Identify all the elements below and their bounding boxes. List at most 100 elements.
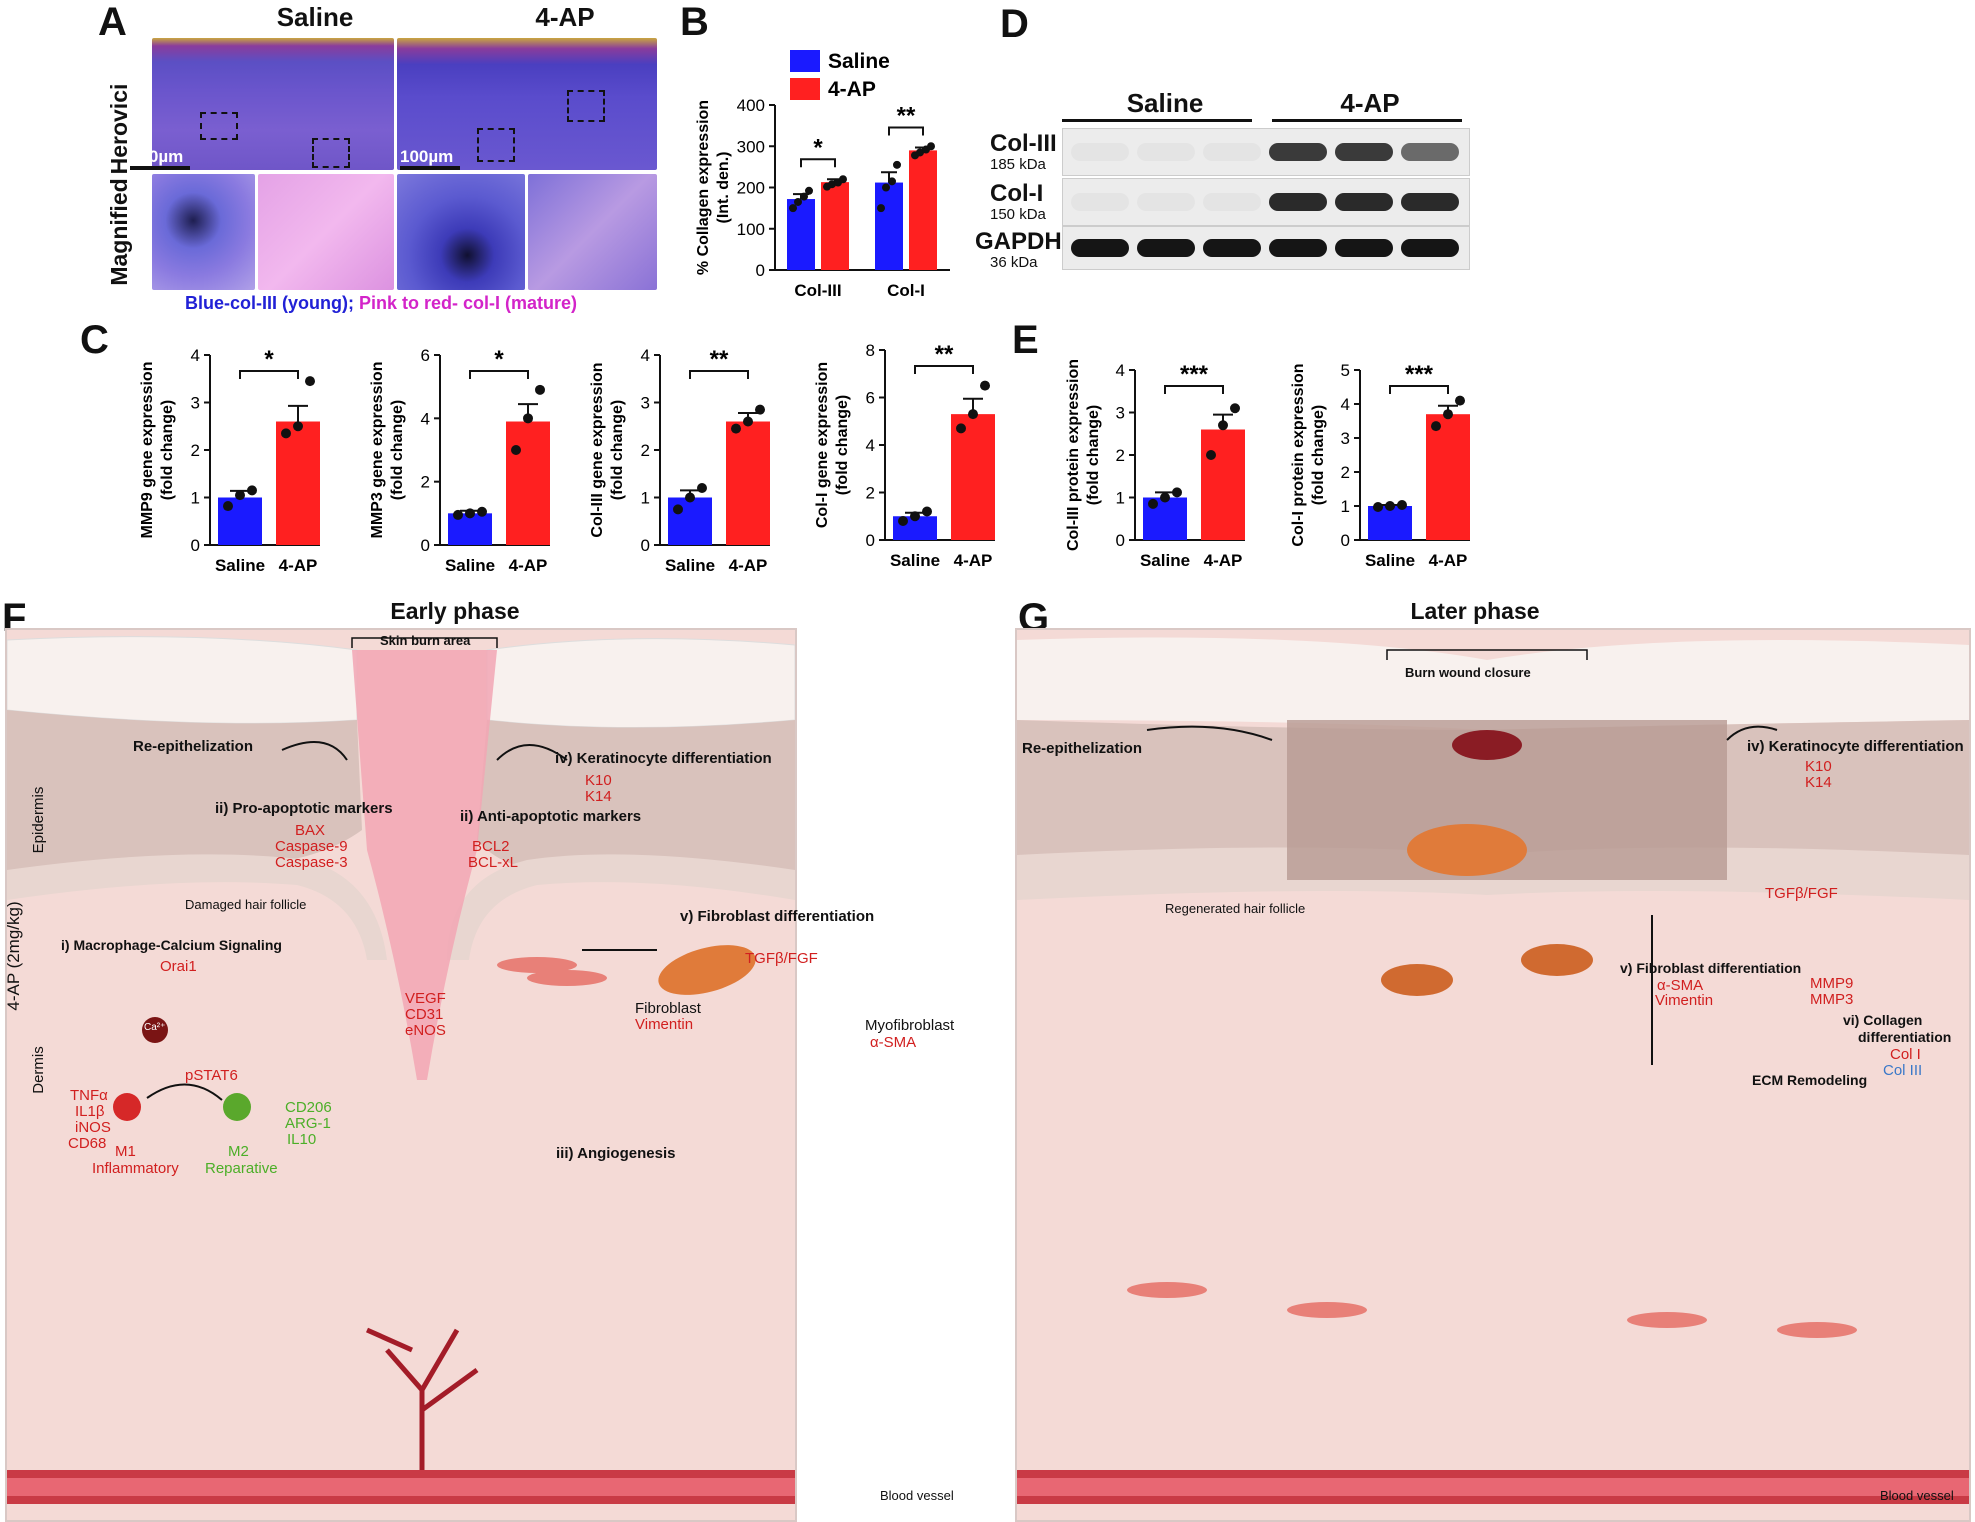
- x-tick-label: 4-AP: [729, 556, 768, 575]
- blot-kda: 150 kDa: [990, 206, 1046, 223]
- f-bax: BAX: [295, 822, 326, 839]
- data-point: [1160, 492, 1170, 503]
- blot-band: [1269, 143, 1327, 161]
- magnified-saline-pink: [258, 174, 394, 290]
- panel-label-e: E: [1012, 318, 1039, 362]
- f-tgf: TGFβ/FGF: [745, 950, 818, 967]
- data-point: [755, 404, 765, 415]
- col1-protein-bar-chart: 0 1 2 3 4 5 Col-I protein expression (fold chan…: [1290, 361, 1470, 570]
- y-tick-label: 8: [866, 341, 875, 360]
- x-tick-label: Saline: [1140, 551, 1190, 570]
- blot-band: [1137, 239, 1195, 257]
- f-enos: eNOS: [405, 1022, 446, 1039]
- blot-strip-col-i: [1062, 178, 1470, 226]
- y-axis-label: (fold change): [609, 400, 626, 500]
- g-col1: Col I: [1890, 1046, 1921, 1063]
- f-casp9: Caspase-9: [275, 838, 348, 855]
- g-vessel: Blood vessel: [1880, 1488, 1954, 1503]
- panel-label-b: B: [680, 0, 709, 44]
- mmp3-bar-chart: 0 2 4 6 MMP3 gene expression (fold change) Sal…: [369, 346, 550, 575]
- data-point: [293, 421, 303, 432]
- y-axis-label: Col-I gene expression: [814, 362, 831, 528]
- x-tick-label: Saline: [665, 556, 715, 575]
- g-asma: α-SMA: [1657, 977, 1704, 994]
- x-tick-label: Saline: [215, 556, 265, 575]
- data-point: [1443, 409, 1453, 420]
- f-asma: α-SMA: [870, 1034, 917, 1051]
- data-point: [916, 148, 924, 157]
- data-point: [465, 508, 475, 519]
- data-point: [794, 197, 802, 206]
- data-point: [1455, 395, 1465, 406]
- f-m1sub: Inflammatory: [92, 1160, 179, 1177]
- significance-label: **: [897, 102, 916, 129]
- f-k14: K14: [585, 788, 612, 805]
- data-point: [1206, 450, 1216, 460]
- data-point: [789, 204, 797, 213]
- blot-band: [1401, 193, 1459, 211]
- y-tick-label: 0: [756, 261, 765, 280]
- bar-4-ap: [276, 421, 320, 545]
- blot-strip-col-iii: [1062, 128, 1470, 176]
- f-vegf: VEGF: [405, 990, 446, 1007]
- data-point: [956, 423, 966, 434]
- caption-blue: Blue-col-III (young);: [185, 293, 354, 313]
- y-tick-label: 0: [866, 531, 875, 550]
- significance-label: *: [494, 346, 504, 373]
- data-point: [511, 445, 521, 455]
- col1-gene-bar-chart: 0 2 4 6 8 Col-I gene expression (fold change) S…: [814, 341, 995, 570]
- blot-band: [1203, 143, 1261, 161]
- g-vim: Vimentin: [1655, 992, 1714, 1009]
- y-axis-label: (fold change): [834, 395, 851, 495]
- data-point: [281, 428, 291, 439]
- y-tick-label: 2: [1341, 463, 1350, 482]
- f-proapo: ii) Pro-apoptotic markers: [215, 800, 393, 817]
- data-point: [743, 416, 753, 427]
- blot-band: [1071, 239, 1129, 257]
- f-orai: Orai1: [160, 958, 197, 975]
- y-axis-label: (fold change): [1085, 405, 1102, 505]
- data-point: [882, 183, 890, 192]
- f-ca: Ca²⁺: [144, 1022, 166, 1033]
- legend-label: Saline: [828, 50, 890, 73]
- data-point: [893, 160, 901, 169]
- f-m2: M2: [228, 1143, 249, 1160]
- data-point: [1385, 501, 1395, 511]
- y-axis-label: (fold change): [389, 400, 406, 500]
- y-tick-label: 3: [641, 394, 650, 413]
- significance-label: **: [935, 341, 954, 368]
- y-tick-label: 6: [421, 346, 430, 365]
- y-tick-label: 1: [1116, 489, 1125, 508]
- f-arg1: ARG-1: [285, 1115, 331, 1132]
- data-point: [800, 192, 808, 201]
- data-point: [927, 142, 935, 151]
- panel-label-d: D: [1000, 2, 1029, 46]
- y-tick-label: 4: [641, 346, 650, 365]
- herovici-saline-image: [152, 38, 394, 170]
- significance-label: ***: [1405, 361, 1434, 388]
- f-cd68: CD68: [68, 1135, 107, 1152]
- x-tick-label: 4-AP: [1429, 551, 1468, 570]
- significance-bracket: [1389, 385, 1449, 394]
- g-coldiff1: vi) Collagen: [1843, 1012, 1923, 1028]
- y-axis-label: MMP3 gene expression: [369, 362, 386, 539]
- y-tick-label: 5: [1341, 361, 1350, 380]
- y-tick-label: 100: [737, 220, 765, 239]
- data-point: [839, 175, 847, 184]
- y-tick-label: 2: [191, 441, 200, 460]
- g-mmp3: MMP3: [1810, 991, 1854, 1008]
- data-point: [731, 423, 741, 434]
- data-point: [223, 501, 233, 512]
- y-tick-label: 400: [737, 96, 765, 115]
- blot-band: [1401, 239, 1459, 257]
- legend-label: 4-AP: [828, 78, 876, 101]
- magnified-4ap-blue: [397, 174, 525, 290]
- bar-4-ap: [1201, 429, 1245, 540]
- caption-pink: Pink to red- col-I (mature): [359, 293, 578, 313]
- g-regen: Regenerated hair follicle: [1165, 901, 1306, 916]
- x-tick-label: Col-III: [794, 281, 841, 300]
- g-k14: K14: [1805, 774, 1832, 791]
- y-tick-label: 200: [737, 179, 765, 198]
- y-tick-label: 300: [737, 137, 765, 156]
- scale-bar-4ap: 100µm: [400, 147, 454, 166]
